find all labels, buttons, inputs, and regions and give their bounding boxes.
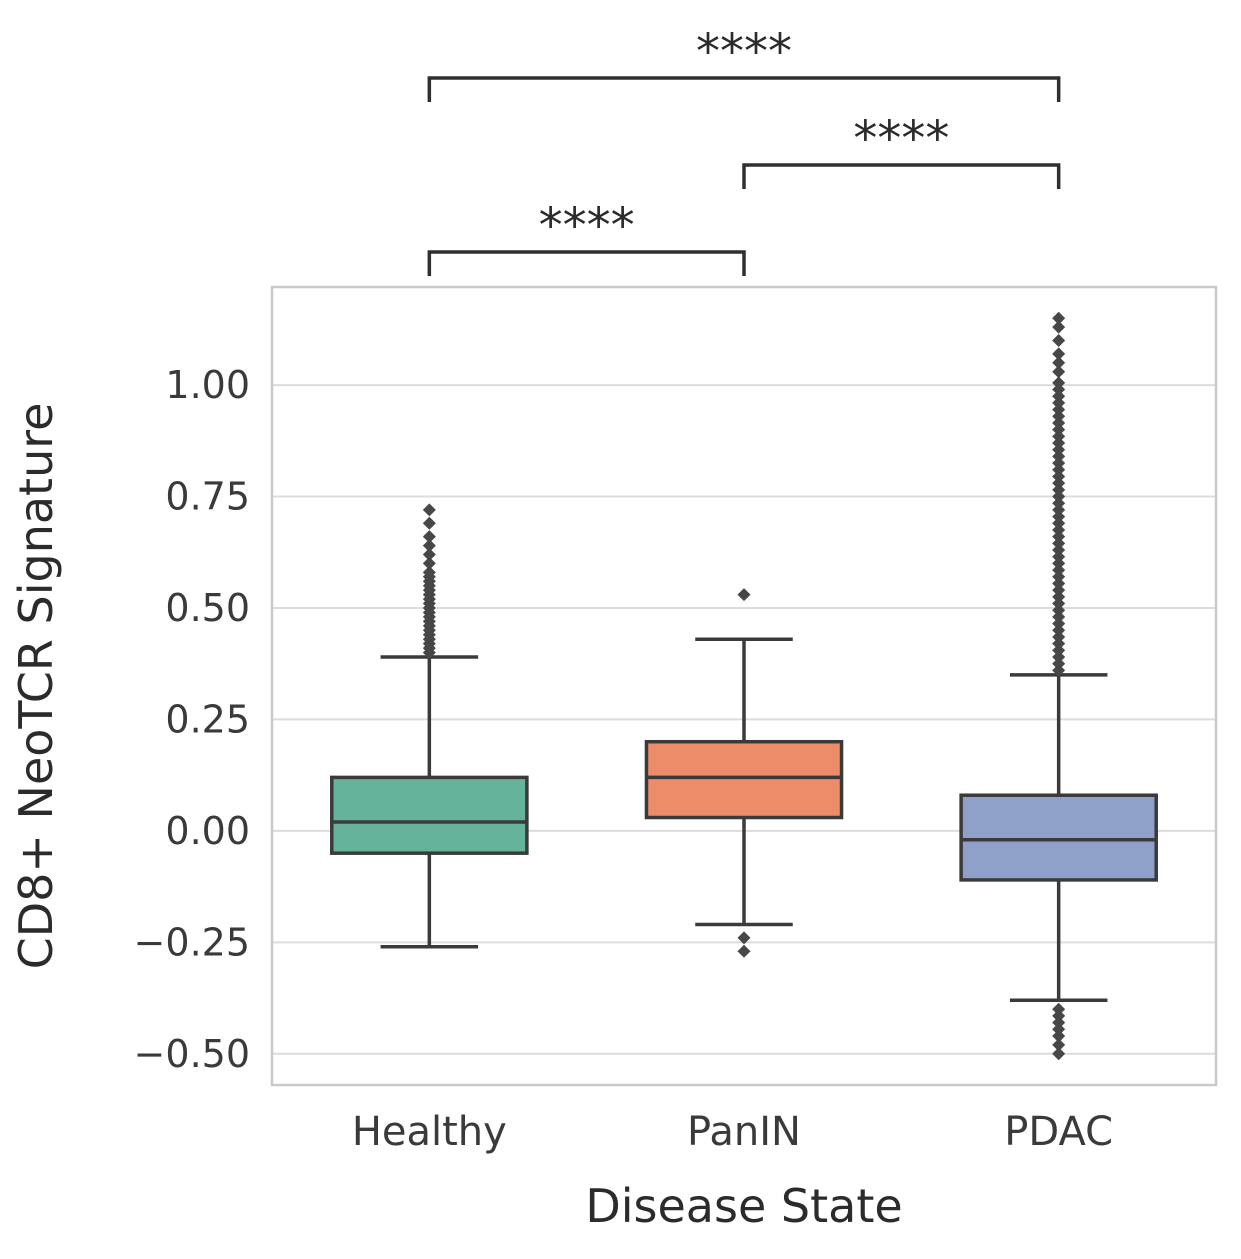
outlier-diamond: [1052, 1016, 1066, 1030]
outlier-diamond: [1052, 503, 1066, 517]
outlier-diamond: [1052, 1047, 1066, 1061]
outlier-diamond: [1052, 543, 1066, 557]
outlier-diamond: [1052, 630, 1066, 644]
outlier-diamond: [1052, 429, 1066, 443]
outlier-diamond: [1052, 409, 1066, 423]
y-tick-label: 0.00: [165, 809, 250, 853]
outlier-diamond: [1052, 663, 1066, 677]
outlier-diamond: [1052, 443, 1066, 457]
outlier-diamond: [422, 565, 436, 579]
outlier-diamond: [1052, 496, 1066, 510]
outlier-diamond: [1052, 1022, 1066, 1036]
outlier-diamond: [1052, 576, 1066, 590]
outlier-diamond: [1052, 597, 1066, 611]
significance-bracket: [427, 76, 1061, 102]
outlier-diamond: [1052, 510, 1066, 524]
outlier-diamond: [1052, 623, 1066, 637]
outlier-diamond: [1052, 383, 1066, 397]
y-tick-label: 1.00: [165, 363, 250, 407]
outlier-diamond: [1052, 403, 1066, 417]
outlier-diamond: [1052, 556, 1066, 570]
outlier-diamond: [1052, 311, 1066, 325]
y-tick-label: 0.50: [165, 586, 250, 630]
significance-label: ****: [539, 198, 635, 254]
outlier-diamond: [422, 503, 436, 517]
outlier-diamond: [737, 944, 751, 958]
outlier-diamond: [422, 530, 436, 544]
significance-label: ****: [853, 111, 949, 167]
outlier-diamond: [1052, 563, 1066, 577]
outlier-diamond: [1052, 1002, 1066, 1016]
outlier-diamond: [1052, 603, 1066, 617]
y-tick-label: −0.50: [134, 1032, 250, 1076]
outlier-diamond: [1052, 657, 1066, 671]
outlier-diamond: [1052, 456, 1066, 470]
x-tick-label-panin: PanIN: [687, 1109, 801, 1155]
outlier-diamond: [1052, 347, 1066, 361]
chart-plot-area: 1.00 0.75 0.50 0.25 0.00 −0.25 −0.50 Healthy Pan…: [134, 24, 1218, 1155]
box-healthy: [330, 775, 529, 855]
outlier-diamond: [1052, 536, 1066, 550]
y-tick-label: 0.75: [165, 475, 250, 519]
outlier-diamond: [1052, 643, 1066, 657]
y-tick-label: −0.25: [134, 920, 250, 964]
box-pdac: [959, 793, 1158, 882]
outlier-diamond: [737, 931, 751, 945]
outlier-diamond: [422, 516, 436, 530]
outlier-diamond: [1052, 650, 1066, 664]
outlier-diamond: [1052, 516, 1066, 530]
outlier-diamond: [1052, 423, 1066, 437]
outlier-diamond: [1052, 449, 1066, 463]
outlier-diamond: [1052, 469, 1066, 483]
x-axis-label: Disease State: [585, 1179, 902, 1233]
outlier-diamond: [1052, 389, 1066, 403]
outlier-diamond: [1052, 320, 1066, 334]
outlier-diamond: [1052, 396, 1066, 410]
outlier-diamond: [1052, 376, 1066, 390]
outlier-diamond: [1052, 463, 1066, 477]
outlier-diamond: [1052, 530, 1066, 544]
outlier-diamond: [1052, 637, 1066, 651]
outlier-diamond: [1052, 590, 1066, 604]
box-panin: [644, 739, 844, 820]
outlier-diamond: [1052, 365, 1066, 379]
outlier-diamond: [422, 556, 436, 570]
outlier-diamond: [1052, 617, 1066, 631]
outlier-diamond: [1052, 436, 1066, 450]
outlier-diamond: [1052, 610, 1066, 624]
outlier-diamond: [1052, 550, 1066, 564]
outlier-diamond: [1052, 416, 1066, 430]
y-tick-label: 0.25: [165, 697, 250, 741]
outlier-diamond: [1052, 583, 1066, 597]
significance-bracket: [742, 163, 1061, 189]
outlier-diamond: [1052, 523, 1066, 537]
outlier-diamond: [1052, 356, 1066, 370]
outlier-diamond: [1052, 490, 1066, 504]
outlier-diamond: [737, 588, 751, 602]
outlier-diamond: [1052, 1038, 1066, 1052]
outlier-diamond: [422, 547, 436, 561]
outlier-diamond: [1052, 333, 1066, 347]
significance-label: ****: [696, 24, 792, 80]
outlier-diamond: [1052, 476, 1066, 490]
plot-frame: [270, 285, 1218, 1087]
outlier-diamond: [1052, 570, 1066, 584]
outlier-diamond: [1052, 1009, 1066, 1023]
x-tick-label-healthy: Healthy: [352, 1109, 507, 1155]
x-tick-label-pdac: PDAC: [1004, 1109, 1113, 1155]
significance-bracket: [427, 250, 746, 276]
outlier-diamond: [422, 539, 436, 553]
y-axis-label: CD8+ NeoTCR Signature: [9, 403, 63, 970]
outlier-diamond: [1052, 1029, 1066, 1043]
outlier-diamond: [1052, 483, 1066, 497]
